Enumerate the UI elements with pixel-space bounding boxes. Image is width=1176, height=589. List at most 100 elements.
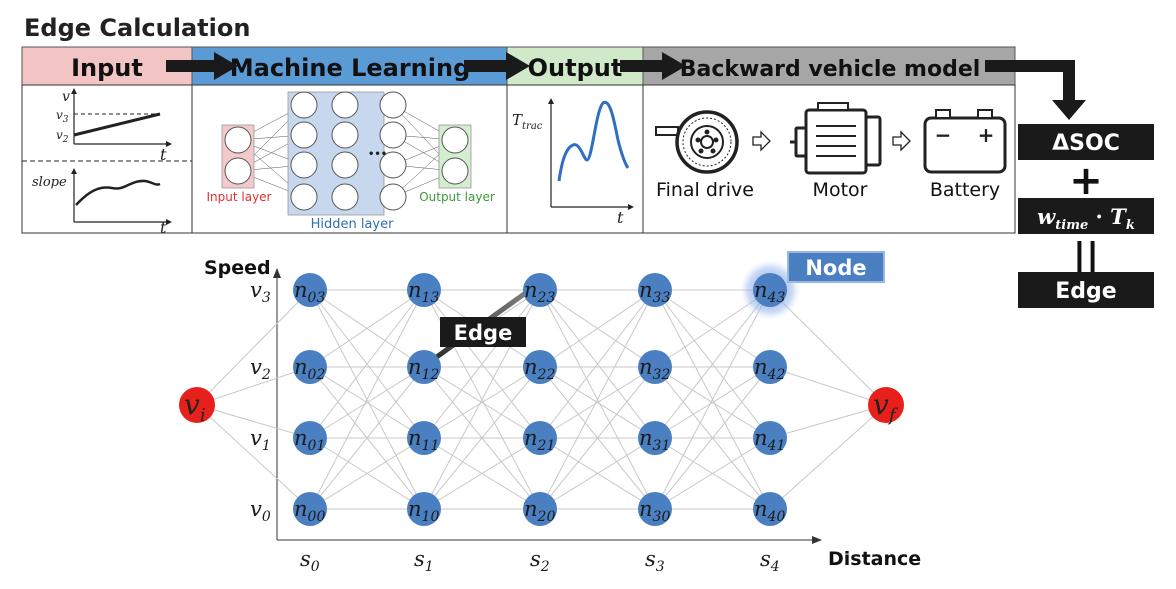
final-drive-icon [655,110,739,174]
graph-node: n43 [753,273,787,307]
neuron [331,91,359,119]
edge-formula: ΔSOC + wtime · Tk || Edge [1018,124,1154,308]
graph-node-label: n40 [754,497,785,525]
graph-node-label: n43 [754,278,785,306]
speed-level-label: v1 [250,426,271,454]
start-node-base: v [184,388,200,421]
graph-node: n21 [523,421,557,455]
ttrac-sub: trac [522,121,543,132]
graph-node-label: n31 [639,426,670,454]
formula-dot: · [1088,204,1110,229]
node-callout-label: Node [805,256,866,280]
graph-node-label: n11 [408,426,439,454]
end-node: vf [868,387,904,426]
graph-nodes: n00 n01 n02 n03 n10 n11 n12 n13 n20 n21 n22 n23 n30 n… [293,273,787,526]
graph-node: n11 [407,421,441,455]
final-drive-label: Final drive [656,179,754,201]
graph-node: n02 [293,350,327,384]
stage-label: s2 [530,547,550,575]
input-t-top-label: t [160,145,167,164]
neuron [290,121,318,149]
arrow-right-icon [166,52,238,80]
graph-node: n41 [753,421,787,455]
neuron [379,91,407,119]
graph-node: n31 [638,421,672,455]
stage-labels: s0 s1 s2 s3 s4 [300,547,780,575]
graph-node-label: n02 [294,355,325,383]
vehicle-panel: Final drive Motor − + Battery [655,102,1007,201]
time-symbol: T [1110,204,1127,229]
graph-node: n30 [638,492,672,526]
output-t-label: t [617,208,624,227]
svg-text:Ttrac: Ttrac [512,111,543,132]
neuron [441,157,469,185]
input-v3-label: v [56,108,63,122]
input-stage-label: Input [71,54,143,82]
edge-result-box [1018,272,1154,308]
weight-sub: time [1055,218,1088,233]
node-callout: Node [787,251,885,283]
arrow-right-icon [464,52,530,80]
speed-axis-label: Speed [204,257,271,279]
output-stage-label: Output [528,54,623,82]
graph-node-label: n03 [294,278,325,306]
dsoc-box [1018,124,1154,160]
svg-text:v3: v3 [56,108,69,125]
arrow-outline-icon [752,130,771,152]
graph-node-label: n01 [294,426,325,454]
input-layer-label: Input layer [207,190,272,204]
time-sub: k [1126,218,1135,233]
neuron [290,151,318,179]
graph-node: n33 [638,273,672,307]
diagram-title: Edge Calculation [24,14,250,42]
ml-stage-label: Machine Learning [230,54,471,82]
graph-node-label: n10 [408,497,439,525]
edge-callout: Edge [440,317,526,347]
graph-node: n03 [293,273,327,307]
arrow-elbow-down-icon [985,60,1086,120]
graph-node: n13 [407,273,441,307]
backward-stage-bar [642,46,1016,86]
input-v-axis-label: v [62,89,70,105]
graph-edges [196,289,887,510]
weight-symbol: w [1037,204,1056,229]
graph-node: n42 [753,350,787,384]
stage-label: s1 [414,547,434,575]
graph-node: n10 [407,492,441,526]
svg-text:vi: vi [184,388,206,426]
formula-plus: + [1069,158,1103,204]
nn-neurons [224,91,469,211]
graph-node-label: n33 [639,278,670,306]
graph-node-label: n32 [639,355,670,383]
neuron [331,121,359,149]
graph-node: n23 [523,273,557,307]
input-slope-label: slope [32,175,67,190]
slope-curve [75,179,161,206]
backward-stage-label: Backward vehicle model [680,57,981,82]
neuron [290,183,318,211]
speed-level-label: v2 [250,355,271,383]
graph-node: n00 [293,492,327,526]
neuron [331,151,359,179]
speed-profile-plot: v v3 v2 t [56,88,172,164]
speed-level-label: v3 [250,278,271,306]
input-panel: v v3 v2 t slope t [22,88,192,237]
battery-icon [923,109,1007,174]
graph-node: n12 [407,350,441,384]
input-stage-bar [21,46,193,86]
ml-panel: ••• Input layer Hidden layer Output laye… [207,91,495,232]
start-node-sub: i [200,405,206,426]
stage-arrows [166,52,1086,120]
graph-node-label: n12 [408,355,439,383]
ml-stage-bar [191,46,508,86]
start-node: vi [179,387,215,426]
speed-level-label: v0 [250,497,271,525]
arrow-right-icon [620,52,686,80]
output-panel: Ttrac t [512,98,634,227]
battery-plus-symbol: + [978,123,995,147]
graph-node-label: n42 [754,355,785,383]
graph-node: n22 [523,350,557,384]
time-cost-box [1018,198,1154,234]
stage-label: s0 [300,547,320,575]
motor-label: Motor [813,179,868,201]
